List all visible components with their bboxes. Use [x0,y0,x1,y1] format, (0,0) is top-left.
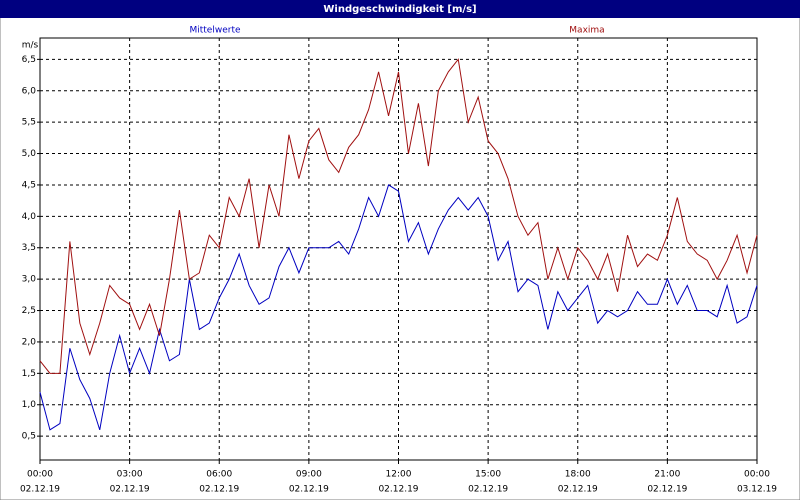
chart-title: Windgeschwindigkeit [m/s] [323,4,476,15]
y-tick-label: 5,0 [22,149,37,159]
y-tick-label: 6,5 [22,55,36,65]
x-tick-label: 21:00 [654,470,680,480]
y-unit: m/s [22,41,39,51]
y-tick-label: 4,0 [22,212,37,222]
x-tick-label: 15:00 [475,470,501,480]
x-tick-date: 02.12.19 [110,485,150,495]
x-tick-label: 00:00 [27,470,53,480]
series-line [39,58,758,374]
legend-label: Maxima [569,26,604,36]
legend-label: Mittelwerte [189,26,240,36]
x-tick-date: 03.12.19 [737,485,777,495]
x-tick-label: 09:00 [296,470,322,480]
y-tick-label: 1,0 [22,400,37,410]
y-tick-label: 2,0 [22,337,37,347]
y-tick-label: 1,5 [22,369,36,379]
y-tick-label: 3,5 [22,243,36,253]
y-tick-label: 6,0 [22,86,37,96]
x-tick-date: 02.12.19 [199,485,239,495]
title-bar [0,0,800,18]
x-tick-date: 02.12.19 [647,485,687,495]
x-tick-label: 06:00 [206,470,232,480]
x-tick-label: 00:00 [744,470,770,480]
x-tick-label: 12:00 [386,470,412,480]
x-tick-date: 02.12.19 [289,485,329,495]
x-tick-date: 02.12.19 [468,485,508,495]
x-tick-date: 02.12.19 [558,485,598,495]
y-tick-label: 2,5 [22,306,36,316]
y-tick-label: 5,5 [22,118,36,128]
x-tick-date: 02.12.19 [20,485,60,495]
y-tick-label: 0,5 [22,432,36,442]
x-tick-date: 02.12.19 [378,485,418,495]
series-line [39,184,758,431]
y-tick-label: 4,5 [22,180,36,190]
x-tick-label: 18:00 [565,470,591,480]
x-tick-label: 03:00 [117,470,143,480]
y-tick-label: 3,0 [22,275,37,285]
